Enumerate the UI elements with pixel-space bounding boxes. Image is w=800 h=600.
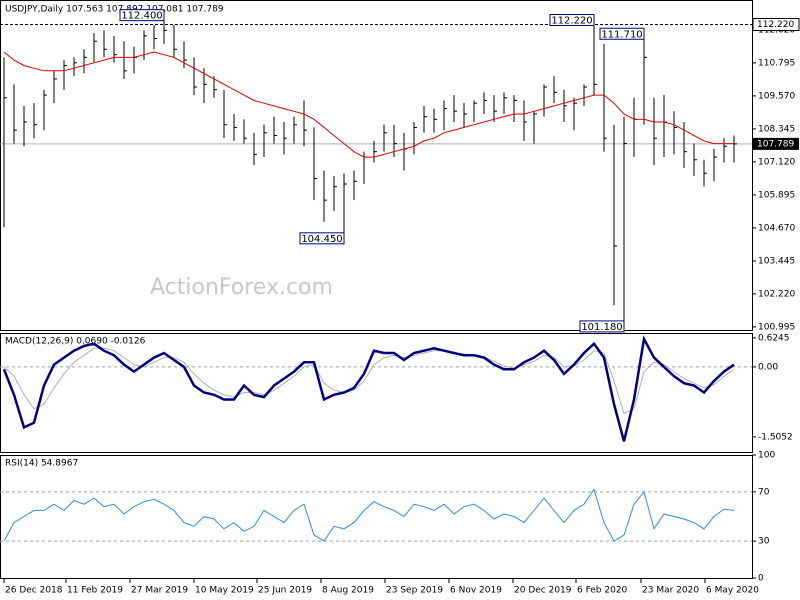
- y-tick-label: 100.995: [758, 322, 795, 332]
- x-tick-label: 6 Nov 2019: [450, 586, 502, 596]
- x-tick-label: 6 Feb 2020: [577, 586, 628, 596]
- x-tick-label: 27 Mar 2019: [131, 586, 188, 596]
- x-tick-label: 23 Mar 2020: [642, 586, 699, 596]
- high-label: 112.220: [757, 20, 794, 30]
- annotation-label: 112.220: [551, 16, 592, 27]
- macd-title: MACD(12,26,9) 0.0690 -0.0126: [5, 337, 146, 347]
- macd-signal: [3, 347, 735, 415]
- macd-panel: [0, 333, 753, 453]
- y-tick-label: 30: [758, 537, 770, 547]
- annotation-label: 111.710: [601, 29, 642, 40]
- y-tick-label: 110.795: [758, 58, 795, 68]
- annotation-label: 104.450: [301, 234, 342, 245]
- y-tick-label: 0.6245: [758, 333, 790, 343]
- annotation-box: [549, 14, 595, 27]
- x-tick-label: 6 May 2020: [706, 586, 759, 596]
- rsi-panel: [0, 455, 753, 579]
- y-tick-label: 109.570: [758, 91, 795, 101]
- x-tick-label: 11 Feb 2019: [67, 586, 123, 596]
- annotation-box: [119, 9, 165, 22]
- watermark: ActionForex.com: [150, 275, 333, 300]
- x-tick-label: 20 Dec 2019: [514, 586, 572, 596]
- x-tick-label: 8 Aug 2019: [322, 586, 374, 596]
- rsi-title: RSI(14) 54.8967: [5, 459, 78, 469]
- y-tick-label: 103.445: [758, 256, 795, 266]
- y-tick-label: 0: [758, 574, 764, 584]
- y-tick-label: 107.120: [758, 157, 795, 167]
- last-price-box: [753, 137, 799, 150]
- y-tick-label: 108.345: [758, 124, 795, 134]
- y-tick-label: 0.00: [758, 362, 778, 372]
- y-tick-label: 102.220: [758, 289, 795, 299]
- high-label-box: [752, 18, 800, 32]
- x-tick-label: 23 Sep 2019: [386, 586, 443, 596]
- moving-average: [3, 51, 734, 158]
- y-tick-label: 100: [758, 451, 775, 461]
- annotation-label: 112.400: [121, 11, 162, 22]
- annotation-box: [599, 27, 645, 40]
- last-price-label: 107.789: [757, 139, 794, 149]
- macd-line: [2, 335, 735, 442]
- y-tick-label: 104.670: [758, 223, 795, 233]
- y-tick-label: 105.895: [758, 190, 795, 200]
- y-tick-label: 70: [758, 487, 770, 497]
- x-tick-label: 26 Dec 2018: [5, 586, 63, 596]
- price-panel: [0, 0, 753, 331]
- chart-title: USDJPY,Daily 107.563 107.897 107.081 107…: [5, 5, 224, 15]
- annotation-box: [579, 320, 625, 333]
- rsi-line: [3, 488, 735, 542]
- x-tick-label: 25 Jun 2019: [258, 586, 312, 596]
- annotation-box: [299, 232, 345, 245]
- annotation-label: 101.180: [581, 322, 622, 333]
- y-tick-label: -1.5052: [758, 432, 793, 442]
- x-tick-label: 10 May 2019: [195, 586, 254, 596]
